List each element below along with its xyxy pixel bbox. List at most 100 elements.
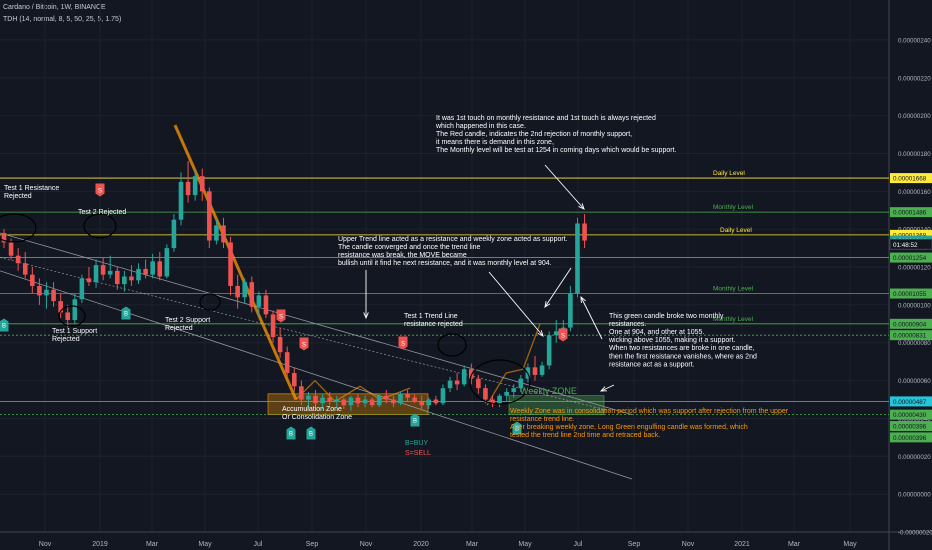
- candle: [30, 274, 35, 286]
- candle: [476, 378, 481, 389]
- sell-signal: [398, 336, 408, 350]
- buy-signal: [410, 413, 420, 427]
- annotation-arrow: [544, 164, 585, 210]
- candle: [433, 399, 439, 404]
- annotation-text: Rejected: [4, 193, 32, 200]
- price-tag-label: 0.00000396: [893, 435, 927, 442]
- y-tick-label: 0.00000120: [898, 265, 931, 272]
- candle: [490, 399, 495, 404]
- drawn-circle: [437, 333, 467, 357]
- candle: [412, 397, 417, 402]
- annotation-text: which happened in this case.: [435, 123, 526, 130]
- candle: [355, 397, 361, 404]
- annotation-arrow: [544, 267, 572, 308]
- x-tick-label: 2020: [413, 541, 429, 548]
- price-tag-label: 0.00001055: [893, 291, 927, 298]
- sell-signal: [558, 328, 568, 342]
- annotation-text: resistances.: [609, 321, 646, 328]
- price-tag: [889, 238, 932, 250]
- candle: [129, 276, 134, 281]
- annotation-text: Accumulation Zone: [282, 406, 342, 413]
- price-tag: [890, 207, 932, 218]
- candle: [454, 380, 460, 385]
- signal-letter: S: [279, 315, 283, 321]
- annotation-text: Test 1 Trend Line: [404, 313, 458, 320]
- candle: [313, 395, 318, 404]
- x-tick-label: Mar: [788, 541, 801, 548]
- annotation-text: resistance rejected: [404, 321, 463, 328]
- candle: [143, 268, 148, 275]
- annotation-text: then the first resistance vanishes, wher…: [609, 353, 757, 360]
- candle: [461, 369, 467, 385]
- price-tag: [890, 421, 932, 432]
- candle: [136, 268, 141, 281]
- candle: [107, 270, 113, 275]
- chart-title: Cardano / Bitcoin, 1W, BINANCE: [3, 4, 106, 11]
- annotation-text: When two resistances are broke in one ca…: [609, 345, 755, 352]
- candle: [532, 367, 538, 375]
- candle: [391, 399, 396, 404]
- price-tag-label: 01:48:52: [893, 242, 918, 249]
- candle: [327, 397, 332, 402]
- candle: [518, 378, 524, 389]
- candle: [376, 395, 382, 406]
- sell-signal: [95, 183, 105, 197]
- candle: [582, 223, 587, 241]
- level-label: Monthly Level: [713, 316, 754, 323]
- annotation-arrow: [580, 296, 603, 340]
- buy-signal: [512, 421, 522, 435]
- annotation-text: Rejected: [52, 336, 80, 343]
- candle: [93, 265, 99, 283]
- x-tick-label: Nov: [39, 541, 52, 548]
- signal-letter: S: [561, 334, 565, 340]
- candle: [483, 388, 488, 400]
- annotation-text: bullish until it find he next resistance…: [338, 260, 552, 267]
- price-tag: [890, 288, 932, 299]
- annotation-text: resistance was break, the MOVE became: [338, 252, 467, 259]
- signal-letter: B: [309, 432, 313, 438]
- y-tick-label: 0.00000200: [898, 113, 931, 120]
- candle: [447, 380, 453, 389]
- candle: [192, 176, 198, 196]
- annotation-text: it means there is demand in this zone,: [436, 139, 554, 146]
- annotation-text: B=BUY: [405, 440, 428, 447]
- candle: [468, 369, 474, 379]
- candle: [575, 223, 580, 294]
- x-tick-label: May: [843, 541, 857, 548]
- candle: [214, 225, 219, 241]
- x-tick-label: May: [198, 541, 212, 548]
- lower-trendline: [0, 270, 633, 480]
- annotation-text: Test 1 Support: [52, 328, 97, 335]
- candle: [405, 393, 410, 398]
- candle: [384, 395, 389, 400]
- buy-signal: [306, 426, 316, 440]
- candle: [72, 299, 78, 321]
- annotation-text: The Red candle, indicates the 2nd reject…: [436, 131, 632, 138]
- candle: [44, 289, 49, 296]
- candle: [114, 270, 120, 285]
- drawn-circle: [469, 359, 531, 405]
- x-tick-label: May: [518, 541, 532, 548]
- candle: [320, 397, 325, 404]
- candle: [22, 263, 28, 275]
- x-tick-label: Nov: [682, 541, 695, 548]
- y-tick-label: -0.00000020: [898, 530, 932, 537]
- price-tag: [890, 173, 932, 184]
- candle: [277, 337, 283, 353]
- candle: [369, 399, 375, 406]
- annotation-arrow: [488, 271, 544, 337]
- candle: [86, 278, 92, 283]
- arrow-head: [578, 203, 585, 210]
- candle: [568, 293, 573, 328]
- arrow-head: [537, 330, 544, 337]
- candle: [185, 181, 191, 196]
- candle: [539, 365, 545, 375]
- candle: [37, 285, 42, 296]
- drawn-circle: [58, 305, 86, 327]
- price-tag-label: 0.00001486: [893, 210, 927, 217]
- candle: [299, 386, 304, 400]
- annotation-text: It was 1st touch on monthly resistance a…: [436, 115, 656, 122]
- signal-letter: B: [2, 324, 6, 330]
- dotted-trendline: [0, 257, 611, 412]
